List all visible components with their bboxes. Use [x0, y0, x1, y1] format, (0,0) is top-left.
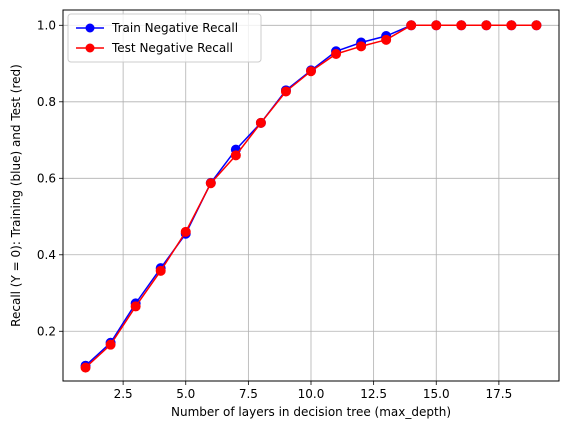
y-tick-label: 1.0: [37, 18, 56, 32]
y-tick-label: 0.4: [37, 248, 56, 262]
data-point-test: [306, 66, 316, 77]
y-tick-label: 0.6: [37, 171, 56, 185]
x-tick-label: 15.0: [423, 387, 450, 401]
data-point-test: [130, 301, 141, 312]
x-tick-label: 12.5: [360, 387, 387, 401]
legend-marker-train: [85, 23, 95, 33]
y-tick-label: 0.2: [37, 324, 56, 338]
legend-box: [67, 13, 262, 63]
x-tick-label: 5.0: [176, 387, 195, 401]
data-point-test: [356, 41, 367, 52]
legend-label-test: Test Negative Recall: [111, 41, 233, 55]
y-tick-label: 0.8: [37, 95, 56, 109]
plot-area: [80, 20, 542, 373]
data-point-test: [80, 362, 91, 373]
y-axis-label: Recall (Y = 0): Training (blue) and Test…: [9, 64, 23, 327]
data-point-test: [230, 150, 241, 161]
data-point-test: [431, 20, 442, 31]
data-point-test: [280, 86, 291, 97]
y-axis-ticks: 0.2 0.4 0.6 0.8 1.0: [37, 18, 63, 338]
legend-label-train: Train Negative Recall: [111, 21, 238, 35]
plot-frame: [62, 9, 560, 382]
x-tick-label: 17.5: [486, 387, 513, 401]
x-tick-label: 2.5: [114, 387, 133, 401]
data-point-test: [155, 265, 166, 276]
data-point-test: [381, 34, 392, 45]
data-point-test: [506, 20, 517, 31]
data-point-test: [531, 20, 542, 31]
x-tick-label: 7.5: [239, 387, 258, 401]
data-point-test: [205, 178, 216, 189]
x-tick-label: 10.0: [298, 387, 325, 401]
data-point-test: [456, 20, 467, 31]
data-point-test: [105, 339, 116, 350]
data-point-test: [180, 226, 191, 237]
x-axis-label: Number of layers in decision tree (max_d…: [171, 405, 451, 419]
legend: Train Negative Recall Test Negative Recal…: [67, 13, 262, 63]
data-point-test: [331, 48, 342, 59]
data-point-test: [255, 117, 266, 128]
data-point-test: [481, 20, 492, 31]
legend-marker-test: [85, 43, 95, 53]
data-point-test: [406, 20, 417, 31]
x-axis-ticks: 2.5 5.0 7.5 10.0 12.5 15.0 17.5: [114, 381, 513, 401]
